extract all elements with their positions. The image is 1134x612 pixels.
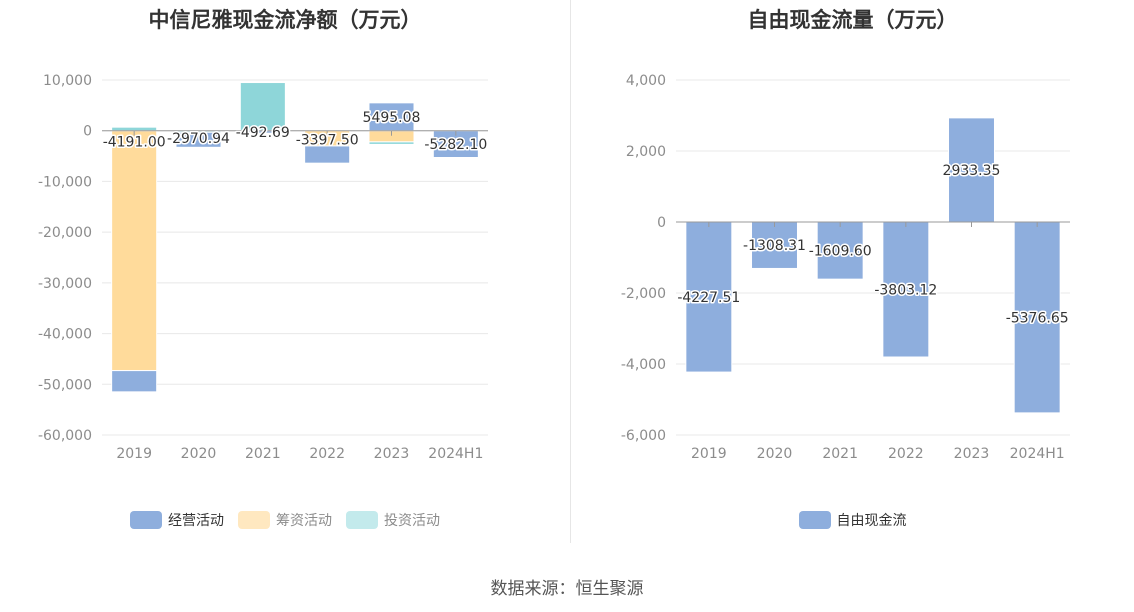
left-xtick-label: 2023 bbox=[374, 446, 410, 462]
right-data-label-2022: -3803.12 bbox=[874, 283, 937, 299]
right-ytick-label: 0 bbox=[657, 215, 666, 231]
left-data-label-2021: -492.69 bbox=[236, 125, 290, 141]
left-data-label-2019: -4191.00 bbox=[103, 134, 166, 150]
legend-label-operating: 经营活动 bbox=[168, 513, 224, 529]
right-data-label-2024H1: -5376.65 bbox=[1006, 310, 1069, 326]
right-data-label-2019: -4227.51 bbox=[677, 290, 740, 306]
left-bar-2019-投资活动[interactable] bbox=[111, 126, 158, 132]
right-chart-title: 自由现金流量（万元） bbox=[747, 8, 958, 32]
left-chart-svg: 10,000 0 -10,000 -20,000 -30,000 -40,000 -50,0… bbox=[38, 73, 489, 462]
left-data-label-2020: -2970.94 bbox=[167, 131, 230, 147]
legend-swatch-investing bbox=[346, 511, 378, 529]
left-xtick-label: 2024H1 bbox=[428, 446, 483, 462]
left-xtick-label: 2021 bbox=[245, 446, 281, 462]
left-ytick-label: -20,000 bbox=[38, 225, 92, 241]
legend-item-financing[interactable]: 筹资活动 bbox=[238, 510, 332, 530]
right-bar-2019-自由现金流[interactable] bbox=[685, 221, 733, 373]
legend-label-free-cash-flow: 自由现金流 bbox=[836, 513, 907, 529]
panel-divider bbox=[570, 0, 571, 543]
right-chart-panel: 自由现金流量（万元） 4,000 2,000 0 -2,000 -4,000 -6,000… bbox=[571, 0, 1134, 545]
legend-swatch-free-cash-flow bbox=[798, 511, 831, 529]
left-data-label-2023: 5495.08 bbox=[363, 110, 421, 126]
left-bar-2019-筹资活动[interactable] bbox=[111, 130, 158, 372]
left-bar-2021-投资活动[interactable] bbox=[239, 82, 286, 132]
legend-swatch-financing bbox=[238, 511, 270, 529]
right-xtick-label: 2024H1 bbox=[1010, 446, 1065, 462]
left-data-label-2022: -3397.50 bbox=[296, 132, 359, 148]
right-data-label-2023: 2933.35 bbox=[943, 163, 1001, 179]
right-ytick-label: -2,000 bbox=[621, 286, 666, 302]
data-source: 数据来源：恒生聚源 bbox=[490, 579, 644, 599]
right-xtick-label: 2023 bbox=[954, 446, 990, 462]
right-xtick-label: 2019 bbox=[691, 446, 727, 462]
right-chart-svg: 4,000 2,000 0 -2,000 -4,000 -6,000 2019 2020 202… bbox=[621, 73, 1070, 462]
left-ytick-label: 10,000 bbox=[43, 73, 92, 89]
right-bar-2020-自由现金流[interactable] bbox=[751, 221, 798, 269]
right-ytick-label: 2,000 bbox=[626, 144, 666, 160]
right-ytick-label: -6,000 bbox=[621, 428, 666, 444]
legend-swatch-operating bbox=[130, 511, 162, 529]
right-bar-2022-自由现金流[interactable] bbox=[882, 221, 930, 358]
legend-item-investing[interactable]: 投资活动 bbox=[346, 510, 440, 530]
legend-label-investing: 投资活动 bbox=[384, 513, 440, 529]
left-ytick-label: 0 bbox=[83, 124, 92, 140]
left-ytick-label: -60,000 bbox=[38, 428, 92, 444]
left-chart-title: 中信尼雅现金流净额（万元） bbox=[148, 8, 422, 32]
left-bar-2022-经营活动[interactable] bbox=[304, 145, 351, 164]
legend-label-financing: 筹资活动 bbox=[276, 513, 332, 529]
left-bar-2023-投资活动[interactable] bbox=[368, 141, 415, 145]
right-ytick-label: 4,000 bbox=[626, 73, 666, 89]
right-legend: 自由现金流 bbox=[571, 510, 1134, 530]
right-ytick-label: -4,000 bbox=[621, 357, 666, 373]
right-xtick-label: 2020 bbox=[757, 446, 793, 462]
left-ytick-label: -30,000 bbox=[38, 276, 92, 292]
left-ytick-label: -40,000 bbox=[38, 327, 92, 343]
left-xtick-label: 2022 bbox=[309, 446, 345, 462]
left-legend: 经营活动 筹资活动 投资活动 bbox=[0, 510, 570, 530]
right-data-label-2020: -1308.31 bbox=[743, 238, 806, 254]
left-bar-2019-经营活动[interactable] bbox=[111, 370, 158, 393]
right-xtick-label: 2021 bbox=[822, 446, 858, 462]
left-ytick-label: -10,000 bbox=[38, 174, 92, 190]
left-xtick-label: 2019 bbox=[116, 446, 152, 462]
right-data-label-2021: -1609.60 bbox=[809, 244, 872, 260]
legend-item-operating[interactable]: 经营活动 bbox=[130, 510, 224, 530]
left-data-label-2024H1: -5282.10 bbox=[424, 137, 487, 153]
left-xtick-label: 2020 bbox=[181, 446, 217, 462]
right-xtick-label: 2022 bbox=[888, 446, 924, 462]
left-ytick-label: -50,000 bbox=[38, 377, 92, 393]
left-chart-panel: 中信尼雅现金流净额（万元） 10,000 0 -10,000 -20,000 -30,0… bbox=[0, 0, 570, 545]
legend-item-free-cash-flow[interactable]: 自由现金流 bbox=[798, 510, 907, 530]
right-bar-2021-自由现金流[interactable] bbox=[816, 221, 864, 280]
right-bar-2023-自由现金流[interactable] bbox=[948, 117, 995, 223]
